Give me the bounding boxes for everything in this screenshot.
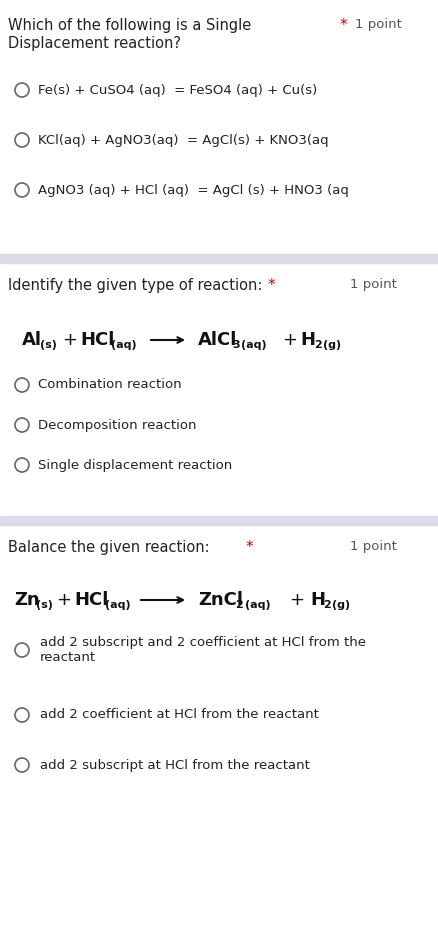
Text: add 2 subscript at HCl from the reactant: add 2 subscript at HCl from the reactant xyxy=(40,758,310,772)
Bar xyxy=(0,253,438,263)
Text: 1 point: 1 point xyxy=(350,540,397,553)
Text: *: * xyxy=(246,540,254,555)
Text: Zn: Zn xyxy=(14,591,39,609)
Text: (aq): (aq) xyxy=(105,600,131,610)
Text: (aq): (aq) xyxy=(111,340,137,350)
Text: Single displacement reaction: Single displacement reaction xyxy=(38,458,232,472)
Text: Fe(s) + CuSO4 (aq)  = FeSO4 (aq) + Cu(s): Fe(s) + CuSO4 (aq) = FeSO4 (aq) + Cu(s) xyxy=(38,84,317,97)
Text: Identify the given type of reaction:: Identify the given type of reaction: xyxy=(8,278,262,293)
Text: (aq): (aq) xyxy=(245,600,271,610)
Text: *: * xyxy=(340,18,348,33)
Text: 3: 3 xyxy=(232,340,240,350)
Bar xyxy=(0,515,438,525)
Text: AgNO3 (aq) + HCl (aq)  = AgCl (s) + HNO3 (aq: AgNO3 (aq) + HCl (aq) = AgCl (s) + HNO3 … xyxy=(38,183,349,196)
Text: H: H xyxy=(300,331,315,349)
Text: Which of the following is a Single: Which of the following is a Single xyxy=(8,18,251,33)
Text: (g): (g) xyxy=(323,340,341,350)
Text: (s): (s) xyxy=(40,340,57,350)
Text: (g): (g) xyxy=(332,600,350,610)
Text: add 2 coefficient at HCl from the reactant: add 2 coefficient at HCl from the reacta… xyxy=(40,709,319,721)
Text: KCl(aq) + AgNO3(aq)  = AgCl(s) + KNO3(aq: KCl(aq) + AgNO3(aq) = AgCl(s) + KNO3(aq xyxy=(38,134,328,146)
Text: Displacement reaction?: Displacement reaction? xyxy=(8,36,181,51)
Text: ZnCl: ZnCl xyxy=(198,591,243,609)
Text: H: H xyxy=(310,591,325,609)
Text: 2: 2 xyxy=(323,600,331,610)
Text: +: + xyxy=(282,331,297,349)
Text: 2: 2 xyxy=(235,600,243,610)
Text: +: + xyxy=(56,591,71,609)
Text: +: + xyxy=(289,591,304,609)
Text: (s): (s) xyxy=(36,600,53,610)
Text: HCl: HCl xyxy=(74,591,108,609)
Text: 2: 2 xyxy=(314,340,322,350)
Text: *: * xyxy=(268,278,276,293)
Text: 1 point: 1 point xyxy=(350,278,397,291)
Text: +: + xyxy=(62,331,77,349)
Text: HCl: HCl xyxy=(80,331,114,349)
Text: Al: Al xyxy=(22,331,42,349)
Text: (aq): (aq) xyxy=(241,340,267,350)
Text: Balance the given reaction:: Balance the given reaction: xyxy=(8,540,210,555)
Text: Combination reaction: Combination reaction xyxy=(38,379,182,392)
Text: 1 point: 1 point xyxy=(355,18,402,31)
Text: add 2 subscript and 2 coefficient at HCl from the
reactant: add 2 subscript and 2 coefficient at HCl… xyxy=(40,636,366,664)
Text: Decomposition reaction: Decomposition reaction xyxy=(38,419,197,432)
Text: AlCl: AlCl xyxy=(198,331,237,349)
